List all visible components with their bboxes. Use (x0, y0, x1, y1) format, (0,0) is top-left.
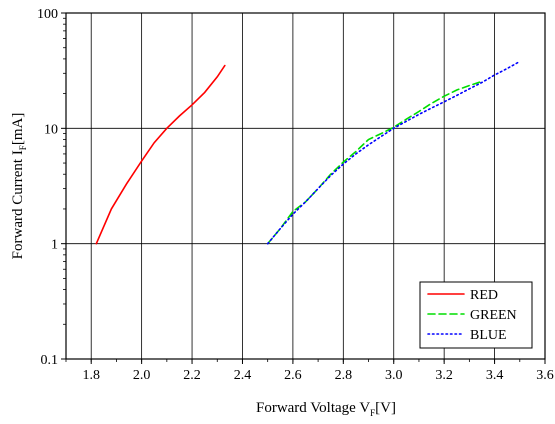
y-axis-label-unit: [mA] (10, 113, 26, 146)
y-axis-label-subscript: F (18, 145, 28, 150)
x-tick-label: 1.8 (82, 368, 100, 383)
y-axis-label: Forward Current IF[mA] (10, 113, 28, 260)
x-tick-label: 3.0 (385, 368, 403, 383)
y-tick-label: 0.1 (41, 353, 59, 368)
x-axis-label: Forward Voltage VF[V] (256, 400, 396, 418)
x-tick-label: 2.6 (284, 368, 302, 383)
legend: RED GREEN BLUE (419, 281, 533, 349)
x-axis-label-text: Forward Voltage V (256, 400, 370, 416)
x-tick-label: 2.4 (234, 368, 252, 383)
axis-ticks: 1.8 2.0 2.2 2.4 2.6 2.8 3.0 3.2 3.4 3.6 0.1 1 10 100 (37, 7, 554, 383)
x-tick-label: 3.4 (486, 368, 504, 383)
grid-lines (66, 13, 545, 359)
y-axis-label-text: Forward Current I (10, 150, 26, 259)
x-tick-label: 3.6 (536, 368, 554, 383)
legend-label-blue: BLUE (470, 328, 507, 343)
x-tick-label: 2.2 (183, 368, 201, 383)
x-tick-label: 2.8 (335, 368, 353, 383)
series-line-red (95, 64, 226, 245)
x-axis-label-unit: [V] (375, 400, 396, 416)
x-tick-label: 2.0 (133, 368, 151, 383)
legend-box (419, 281, 533, 349)
series-line-green (266, 80, 483, 245)
legend-label-red: RED (470, 288, 498, 303)
y-tick-label: 10 (44, 122, 58, 137)
series-line-blue (266, 60, 521, 245)
legend-label-green: GREEN (470, 308, 517, 323)
series-lines (95, 60, 521, 245)
plot-frame (65, 12, 546, 360)
y-tick-label: 100 (37, 7, 58, 22)
x-axis-label-subscript: F (370, 408, 375, 418)
x-tick-label: 3.2 (435, 368, 453, 383)
y-tick-label: 1 (51, 238, 58, 253)
